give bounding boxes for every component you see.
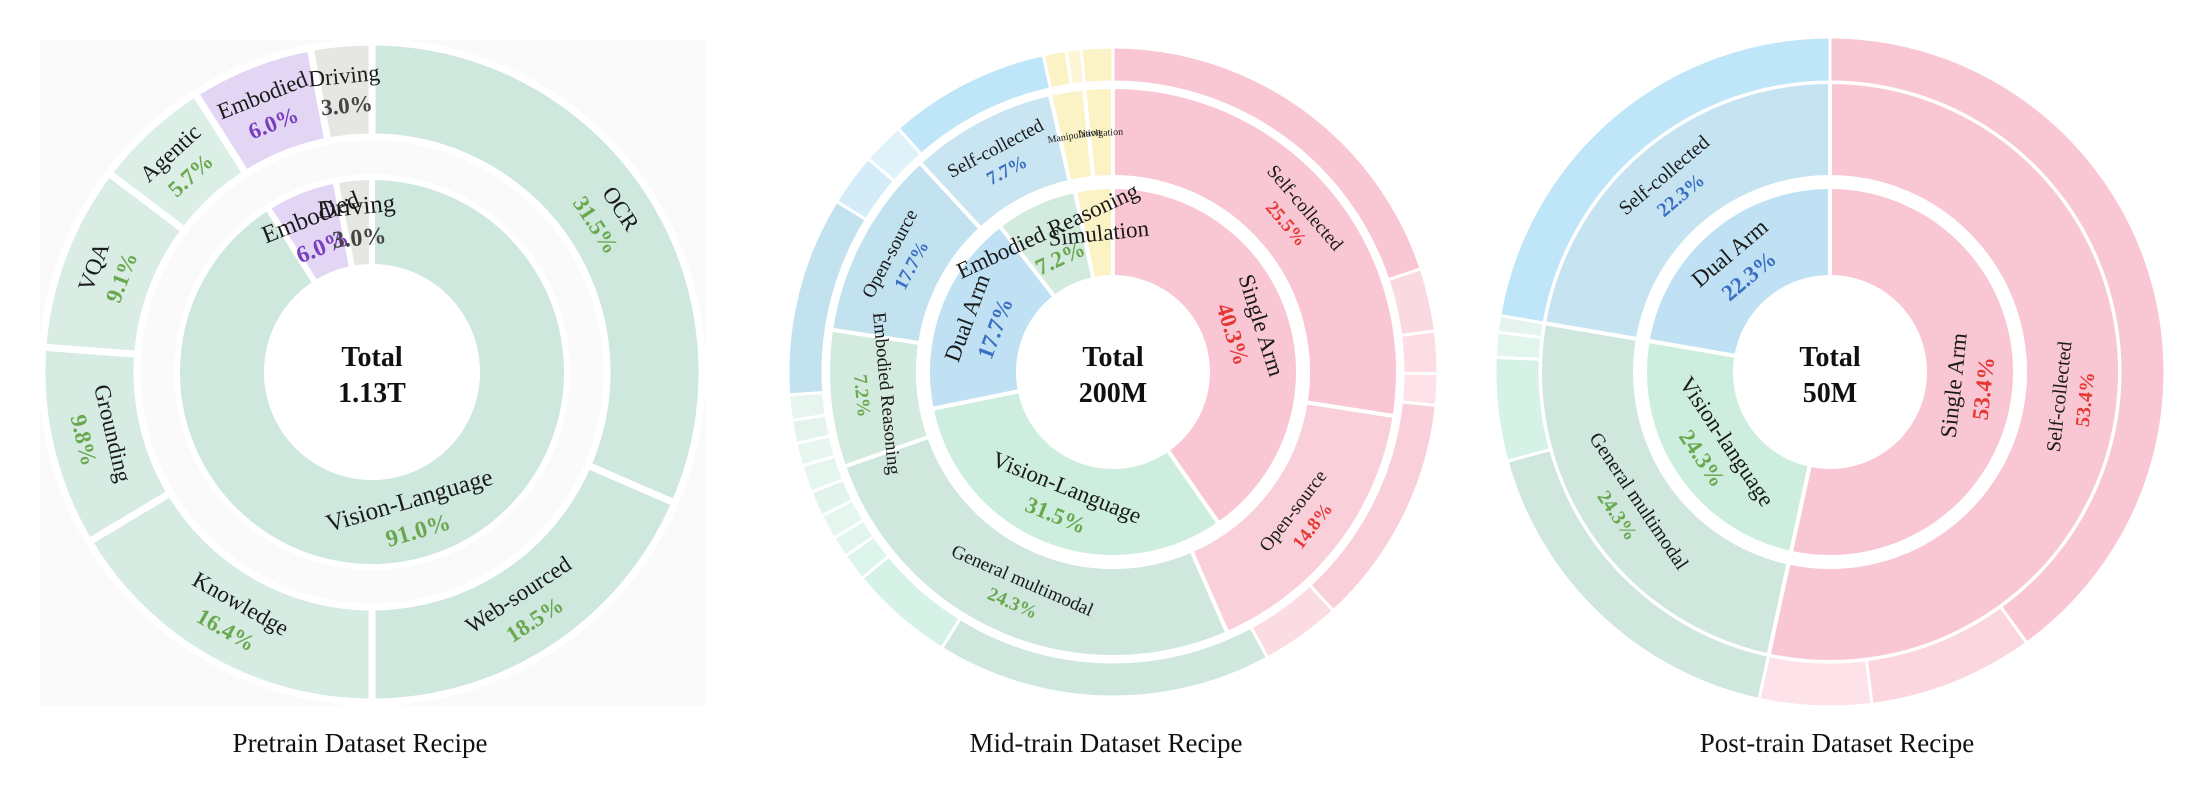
pretrain-center-hole [267,267,477,477]
midtrain-middle-segment-2-general-multimodal [841,434,1231,659]
midtrain-middle-segment-0-self-collected [1111,84,1400,419]
midtrain-middle-label-7: Navigation [1078,127,1123,140]
midtrain-outer-segment-2 [1399,329,1440,376]
posttrain-center-value: 50M [1803,378,1857,409]
midtrain-center-label: Total [1082,342,1143,373]
pretrain-outer-segment-7-driving [306,38,376,146]
pretrain-inner-value-2: 3.0% [331,223,387,254]
midtrain-middle-label-group-7: Navigation [1078,127,1123,140]
posttrain-sunburst: Single Arm53.4%Vision-language24.3%Dual … [1493,35,2167,709]
midtrain-center-value: 200M [1079,378,1147,409]
posttrain-center-hole [1735,277,1925,467]
midtrain-caption: Mid-train Dataset Recipe [969,728,1243,758]
posttrain-center-label: Total [1799,342,1860,373]
posttrain-outer-segment-7 [1498,35,1832,325]
midtrain-middle-value-3: 7.2% [849,374,874,419]
posttrain-caption: Post-train Dataset Recipe [1699,728,1975,758]
pretrain-outer-value-7: 3.0% [320,91,374,121]
midtrain-middle-segment-7-navigation [1081,84,1115,181]
posttrain-outer-segment-2 [1757,653,1874,709]
pretrain-caption: Pretrain Dataset Recipe [232,728,488,758]
midtrain-outer-segment-15 [787,390,828,423]
midtrain-outer-segment-3 [1399,371,1440,408]
midtrain-outer-segment-22 [1079,45,1115,86]
pretrain-center-value: 1.13T [338,378,406,409]
pretrain-center-label: Total [341,342,402,373]
pretrain-sunburst: Vision-Language91.0%Embodied6.0%Driving3… [38,38,706,706]
pretrain-outer-segment-0-ocr [368,38,706,508]
midtrain-sunburst: Single Arm40.3%Vision-Language31.5%Dual … [786,45,1440,699]
midtrain-center-hole [1018,277,1208,467]
